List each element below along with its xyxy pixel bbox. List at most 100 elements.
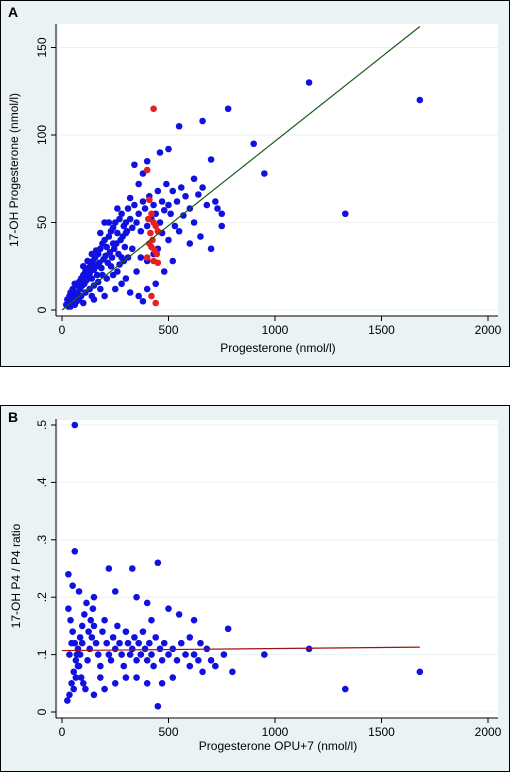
panel-b-point-s0-6 xyxy=(69,582,76,590)
panel-a-point-s0-154 xyxy=(88,250,96,258)
panel-a-y-axis-title: 17-OH Progesterone (nmol/l) xyxy=(7,93,21,247)
panel-b-point-s0-11 xyxy=(143,599,151,607)
panel-b-point-s0-22 xyxy=(77,674,85,681)
panel-b-point-s0-48 xyxy=(133,657,140,664)
panel-a-point-s0-150 xyxy=(107,262,115,270)
panel-b-point-s0-67 xyxy=(186,662,194,670)
panel-b-point-s0-72 xyxy=(207,657,215,664)
panel-a-point-s0-122 xyxy=(305,79,313,86)
panel-a-point-s0-155 xyxy=(97,229,104,237)
panel-b-point-s0-42 xyxy=(120,662,128,670)
panel-b-point-s0-12 xyxy=(165,605,172,612)
panel-b-y-axis-title: 17-OH P4 / P4 ratio xyxy=(9,523,23,628)
panel-b-point-s0-98 xyxy=(76,651,84,658)
panel-a-point-s1-3 xyxy=(148,210,155,218)
panel-a-point-s0-120 xyxy=(250,140,257,148)
panel-a-point-s0-137 xyxy=(203,201,211,209)
panel-a-point-s0-45 xyxy=(110,245,118,253)
panel-a-point-s0-114 xyxy=(143,157,151,165)
panel-b-point-s0-1 xyxy=(71,547,79,555)
panel-b-point-s0-86 xyxy=(76,634,84,641)
panel-a-point-s0-77 xyxy=(165,201,172,209)
panel-b-point-s0-27 xyxy=(88,634,96,641)
panel-b-point-s0-100 xyxy=(122,674,130,681)
panel-a-fit-line xyxy=(61,26,421,311)
panel-a-point-s0-82 xyxy=(182,192,189,200)
panel-a-point-s0-55 xyxy=(121,243,129,251)
panel-a-grid xyxy=(58,47,498,311)
panel-b-point-s0-29 xyxy=(92,639,100,647)
panel-b-label: B xyxy=(8,409,18,425)
panel-b-point-s0-43 xyxy=(122,628,130,635)
panel-b-point-s0-58 xyxy=(154,702,162,710)
panel-b-point-s0-104 xyxy=(97,674,104,681)
panel-a-y-tick-label-1: 50 xyxy=(35,216,49,230)
panel-b-points xyxy=(64,421,424,710)
panel-b-point-s0-62 xyxy=(165,651,172,658)
panel-a-point-s0-111 xyxy=(131,161,138,169)
panel-b-point-s0-36 xyxy=(107,657,115,664)
panel-a-point-s0-65 xyxy=(139,198,147,205)
panel-a-point-s0-104 xyxy=(218,222,226,230)
panel-a-point-s0-158 xyxy=(122,229,130,237)
panel-a-point-s1-16 xyxy=(154,259,162,267)
panel-b-point-s0-87 xyxy=(78,622,86,630)
panel-a-x-tick-label-2: 1000 xyxy=(262,323,289,337)
panel-a-point-s0-121 xyxy=(261,170,268,177)
panel-a-point-s0-76 xyxy=(163,180,170,188)
panel-a-point-s1-6 xyxy=(152,222,160,230)
panel-b-point-s0-75 xyxy=(229,668,236,676)
panel-a-point-s0-78 xyxy=(167,210,174,218)
panel-a-point-s0-167 xyxy=(169,257,177,265)
panel-b-point-s0-89 xyxy=(83,599,90,607)
panel-a-point-s0-115 xyxy=(156,149,164,156)
panel-b-point-s0-8 xyxy=(90,593,98,601)
panel-b-point-s0-93 xyxy=(66,651,73,658)
panel-b-point-s0-64 xyxy=(173,657,181,664)
panel-b-point-s0-83 xyxy=(70,668,78,676)
panel-a-point-s0-79 xyxy=(169,187,177,195)
panel-b-point-s0-73 xyxy=(212,662,219,670)
panel-b-point-s0-17 xyxy=(67,616,74,624)
panel-b-point-s0-91 xyxy=(87,616,95,624)
panel-b-point-s0-88 xyxy=(81,611,88,618)
panel-b-fit xyxy=(61,646,420,652)
panel-a-point-s0-162 xyxy=(135,292,142,300)
panel-b-x-tick-label-0: 0 xyxy=(59,725,66,739)
panel-b-point-s0-46 xyxy=(128,645,136,653)
panel-b-point-s0-77 xyxy=(305,645,313,653)
panel-a-point-s0-159 xyxy=(109,271,117,279)
panel-a-point-s0-63 xyxy=(135,210,142,218)
panel-b-x-tick-label-1: 500 xyxy=(158,725,178,739)
panel-a-point-s0-94 xyxy=(111,285,119,293)
panel-a-point-s0-100 xyxy=(175,227,183,235)
panel-b-point-s0-59 xyxy=(156,645,164,653)
panel-a-y-tick-label-2: 100 xyxy=(35,125,49,145)
panel-a-point-s0-163 xyxy=(143,285,151,293)
panel-b-point-s0-9 xyxy=(111,588,119,595)
panel-b-point-s0-90 xyxy=(85,628,92,635)
panel-b-point-s0-47 xyxy=(131,634,138,641)
panel-b-y-tick-label-5: .5 xyxy=(35,420,49,430)
panel-b-point-s0-7 xyxy=(75,588,83,595)
panel-a-point-s0-87 xyxy=(207,156,215,163)
panel-b-point-s0-3 xyxy=(154,559,162,567)
panel-b-point-s0-25 xyxy=(84,657,91,664)
panel-b-point-s0-2 xyxy=(65,570,72,578)
panel-b-point-s0-53 xyxy=(143,657,151,664)
panel-a-point-s0-66 xyxy=(141,205,149,212)
panel-a-point-s0-118 xyxy=(199,117,206,125)
panel-a-point-s0-95 xyxy=(122,275,130,282)
panel-b-x-axis-title: Progesterone OPU+7 (nmol/l) xyxy=(199,739,357,753)
panel-a-point-s0-48 xyxy=(114,229,121,237)
panel-b-fit-line xyxy=(61,646,420,652)
panel-a-point-s0-124 xyxy=(416,96,424,104)
panel-a-point-s0-70 xyxy=(150,201,157,209)
panel-b-point-s0-40 xyxy=(116,639,123,647)
panel-a-point-s0-96 xyxy=(133,268,140,275)
panel-a: A 0 500 1000 1500 2000 0 50 100 150 Progesterone… xyxy=(0,0,510,367)
panel-a-point-s0-75 xyxy=(160,206,168,214)
panel-a-point-s0-72 xyxy=(154,187,162,195)
panel-b-point-s0-31 xyxy=(97,662,104,670)
